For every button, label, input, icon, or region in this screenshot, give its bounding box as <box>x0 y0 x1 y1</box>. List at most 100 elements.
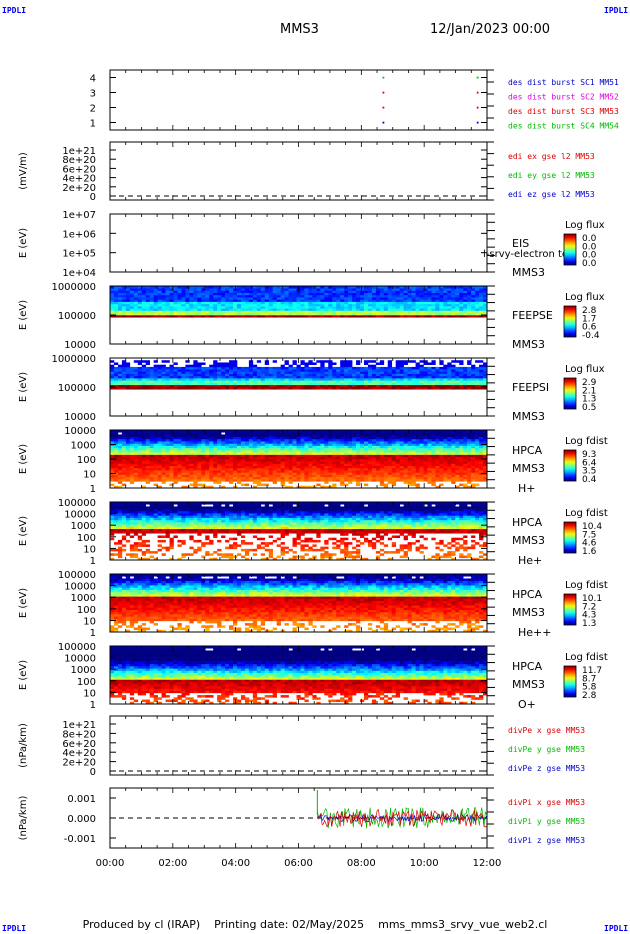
feepse-cell <box>360 288 365 291</box>
hpca_h-cell <box>288 476 293 480</box>
feepsi-cell <box>387 384 393 388</box>
hpca_h-cell <box>165 443 170 446</box>
hpca_h-cell <box>435 454 440 458</box>
hpca_h-cell <box>375 479 381 482</box>
feepsi-cell <box>324 380 329 383</box>
hpca_h-cell <box>248 452 254 455</box>
hpca_h-cell <box>225 441 230 444</box>
feepsi-cell <box>264 382 270 386</box>
feepsi-cell <box>344 369 349 372</box>
feepse-cell <box>407 303 412 307</box>
feepse-cell <box>141 286 147 289</box>
feepse-cell <box>272 303 277 307</box>
hpca_h-cell <box>308 474 313 478</box>
feepsi-cell <box>344 380 349 383</box>
hpca_h-cell <box>391 470 397 473</box>
hpca_h-cell <box>383 454 389 458</box>
feepsi-cell <box>284 371 289 374</box>
feepse-cell <box>169 292 174 296</box>
feepse-cell <box>471 292 476 296</box>
feepsi-cell <box>217 382 222 386</box>
feepsi-cell <box>475 366 480 370</box>
hpca_h-cell <box>272 445 277 449</box>
hpca_h-cell <box>217 476 222 480</box>
feepsi-cell <box>256 371 262 374</box>
hpca_h-cell <box>431 479 436 482</box>
hpca_h-cell <box>328 447 333 451</box>
hpca_h-cell <box>157 438 162 442</box>
hpca_h-cell <box>411 436 416 440</box>
feepse-cell <box>193 288 198 291</box>
feepse-cell <box>173 306 178 309</box>
hpca_h-cell <box>451 450 456 453</box>
feepsi-cell <box>225 364 230 368</box>
feepse-cell <box>391 301 397 305</box>
hpca_h-cell <box>379 454 385 458</box>
feepsi-cell <box>268 387 274 390</box>
feepse-cell <box>471 294 476 298</box>
feepsi-cell <box>304 384 309 388</box>
feepsi-cell <box>244 366 250 370</box>
hpca_h-cell <box>113 432 119 435</box>
feepse-cell <box>300 315 305 318</box>
feepse-cell <box>443 288 448 291</box>
hpca_h-cell <box>352 465 357 469</box>
feepse-cell <box>419 299 424 302</box>
hpca_h-cell <box>288 461 293 464</box>
hpca_h-cell <box>407 430 412 433</box>
hpca_h-cell <box>467 472 472 475</box>
feepse-cell <box>363 286 369 289</box>
eis-colorbar-tick: 0.0 <box>582 242 597 252</box>
feepsi-cell <box>284 360 289 363</box>
hpca_h-cell <box>264 456 270 460</box>
hpca_h-cell <box>189 479 194 482</box>
hpca_h-cell <box>324 459 329 462</box>
hpca_h-cell <box>145 454 150 458</box>
feepsi-cell <box>411 384 416 388</box>
feepse-cell <box>189 315 194 318</box>
feepsi-cell <box>145 382 150 386</box>
feepse-cell <box>427 294 432 298</box>
feepse-cell <box>169 315 174 318</box>
feepse-cell <box>427 308 432 311</box>
hpca_h-cell <box>324 445 329 449</box>
hpca_h-cell <box>165 447 170 451</box>
feepsi-cell <box>328 387 333 390</box>
hpca_h-cell <box>316 454 321 458</box>
feepse-cell <box>356 308 361 311</box>
feepse-cell <box>463 290 468 293</box>
feepsi-cell <box>352 387 357 390</box>
hpca_h-cell <box>110 445 115 449</box>
hpca_h-cell <box>173 454 178 458</box>
hpca_h-cell <box>153 430 158 433</box>
feepse-cell <box>149 299 154 302</box>
feepsi-cell <box>181 380 186 383</box>
feepsi-cell <box>320 380 325 383</box>
feepsi-cell <box>165 382 170 386</box>
hpca_h-cell <box>387 436 393 440</box>
feepsi-cell <box>240 387 246 390</box>
feepse-cell <box>133 315 139 318</box>
hpca_h-cell <box>213 463 218 466</box>
hpca_h-cell <box>173 481 178 484</box>
feepsi-cell <box>415 387 420 390</box>
feepsi-cell <box>308 387 313 390</box>
feepse-cell <box>217 292 222 296</box>
hpca_h-cell <box>312 479 317 482</box>
feepse-cell <box>328 297 333 300</box>
hpca_h-cell <box>439 436 444 440</box>
hpca_h-cell <box>332 450 337 453</box>
feepsi-cell <box>117 382 123 386</box>
hpca_h-cell <box>407 467 412 471</box>
feepsi-cell <box>149 369 154 372</box>
hpca_h-cell <box>233 430 238 433</box>
hpca_h-cell <box>395 456 400 460</box>
hpca_h-cell <box>415 430 420 433</box>
feepse-cell <box>308 292 313 296</box>
feepse-cell <box>375 312 381 316</box>
feepsi-cell <box>272 375 277 379</box>
hpca_h-cell <box>395 459 400 462</box>
feepsi-cell <box>443 375 448 379</box>
hpca_h-cell <box>217 441 222 444</box>
feepsi-cell <box>296 380 301 383</box>
